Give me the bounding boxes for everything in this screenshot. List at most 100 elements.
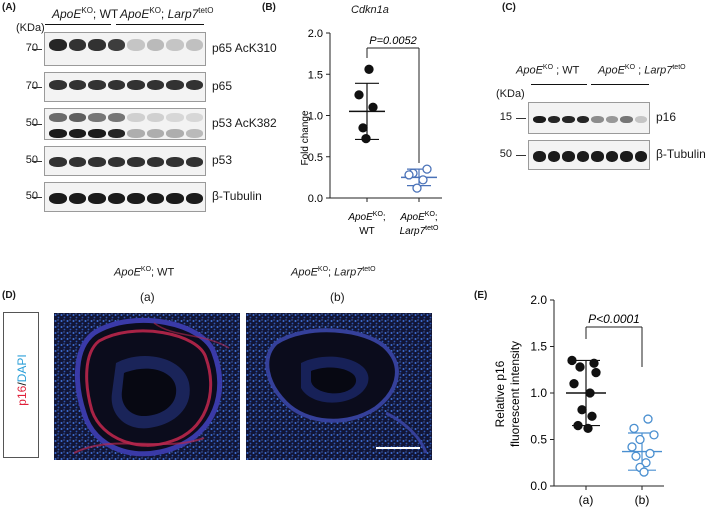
e-point-1-0 xyxy=(643,414,653,424)
c-blot-1 xyxy=(528,140,650,170)
group-larp-label-a: ApoEKO; Larp7tetO xyxy=(120,6,214,21)
b-point-0-1 xyxy=(354,90,364,100)
e-ytick-label-3: 1.5 xyxy=(530,340,547,354)
c-band-1-3 xyxy=(576,150,589,162)
e-point-1-3 xyxy=(635,434,645,445)
a-band-2-2 xyxy=(88,112,106,122)
a-band2-2-2 xyxy=(88,129,106,138)
c-band-1-6 xyxy=(620,150,633,162)
c-band-0-0 xyxy=(533,115,546,123)
c-mw-tick-0 xyxy=(516,118,526,119)
a-mw-tick-4 xyxy=(32,197,42,198)
a-band-3-1 xyxy=(68,157,86,167)
e-point-0-7 xyxy=(587,411,597,421)
e-point-1-2 xyxy=(649,430,659,440)
a-band-3-4 xyxy=(127,157,145,167)
e-ytick-label-0: 0.0 xyxy=(530,479,547,493)
b-ytick-label-4: 2.0 xyxy=(308,28,323,40)
group-larp-line-a xyxy=(116,24,204,25)
a-band2-2-0 xyxy=(49,129,67,138)
a-band-2-0 xyxy=(49,112,67,122)
a-band-2-7 xyxy=(185,112,203,122)
chart-b-ylabel: Fold change xyxy=(300,110,311,165)
b-xlabel-1-line1: ApoEKO; xyxy=(399,211,437,223)
a-mw-tick-3 xyxy=(32,161,42,162)
e-point-1-6 xyxy=(631,451,641,461)
c-band-1-5 xyxy=(605,150,618,162)
group-a-tag-d: (a) xyxy=(140,290,155,304)
a-band-1-6 xyxy=(166,80,184,90)
e-xlabel-0: (a) xyxy=(579,493,594,507)
c-band-0-6 xyxy=(620,115,633,123)
a-mw-2: 50 xyxy=(25,117,38,129)
group-b-label-d: ApoEKO; Larp7tetO xyxy=(291,266,376,279)
a-band-0-3 xyxy=(107,39,125,51)
e-point-0-8 xyxy=(573,420,583,431)
c-band-0-2 xyxy=(562,115,575,123)
a-band-4-3 xyxy=(107,192,125,204)
c-band-1-7 xyxy=(634,150,647,162)
a-band-0-5 xyxy=(146,39,164,51)
a-band-3-3 xyxy=(107,157,125,167)
kda-label-c: (KDa) xyxy=(496,88,525,100)
a-protein-0: p65 AcK310 xyxy=(212,41,277,55)
a-mw-4: 50 xyxy=(25,190,38,202)
e-point-1-5 xyxy=(645,448,655,459)
c-band-0-3 xyxy=(576,115,589,123)
c-band-0-7 xyxy=(634,115,647,123)
a-blot-2 xyxy=(44,108,206,140)
a-mw-tick-1 xyxy=(32,87,42,88)
a-protein-3: p53 xyxy=(212,153,233,167)
e-point-0-3 xyxy=(591,367,601,378)
e-point-1-7 xyxy=(641,458,651,468)
e-point-0-4 xyxy=(569,379,579,389)
group-wt-line-c xyxy=(531,84,587,85)
a-protein-1: p65 xyxy=(212,79,233,93)
c-mw-0: 15 xyxy=(499,111,512,123)
a-band-1-1 xyxy=(68,80,86,90)
b-ytick-label-2: 1.0 xyxy=(308,111,323,123)
c-band-1-1 xyxy=(547,150,560,162)
group-a-label-d: ApoEKO; WT xyxy=(114,266,175,279)
c-protein-1: β-Tubulin xyxy=(656,147,706,161)
a-band-4-5 xyxy=(146,192,164,204)
a-blot-1 xyxy=(44,72,206,102)
b-ytick-label-0: 0.0 xyxy=(308,193,323,205)
a-band-2-4 xyxy=(127,112,145,122)
a-blot-3 xyxy=(44,146,206,176)
panel-c-label: (C) xyxy=(502,2,516,13)
a-blot-0 xyxy=(44,32,206,66)
e-ytick-label-4: 2.0 xyxy=(530,293,547,307)
c-band-0-4 xyxy=(591,115,604,123)
b-ytick-label-3: 1.5 xyxy=(308,69,323,81)
a-band2-2-4 xyxy=(127,129,145,138)
e-point-0-6 xyxy=(577,405,587,415)
a-band-2-5 xyxy=(146,112,164,122)
a-protein-4: β-Tubulin xyxy=(212,189,262,203)
c-band-1-4 xyxy=(591,150,604,162)
group-wt-label-a: ApoEKO; WT xyxy=(52,6,119,21)
a-band-0-1 xyxy=(68,39,86,51)
chart-e-ylabel-1: Relative p16 xyxy=(493,360,507,427)
a-band-4-2 xyxy=(88,192,106,204)
group-larp-line-c xyxy=(591,84,649,85)
a-band-3-0 xyxy=(49,157,67,167)
a-band-4-0 xyxy=(49,192,67,204)
a-band-2-3 xyxy=(107,112,125,122)
b-point-1-4 xyxy=(412,183,422,193)
a-mw-3: 50 xyxy=(25,154,38,166)
micrograph-b-image xyxy=(246,313,432,460)
e-xlabel-1: (b) xyxy=(635,493,650,507)
a-mw-tick-2 xyxy=(32,124,42,125)
micrograph-a-image xyxy=(54,313,240,460)
b-point-1-0 xyxy=(422,164,432,174)
group-wt-label-c: ApoEKO ; WT xyxy=(516,64,580,77)
a-mw-tick-0 xyxy=(32,49,42,50)
panel-d-label: (D) xyxy=(2,290,16,301)
a-band-4-1 xyxy=(68,192,86,204)
c-mw-tick-1 xyxy=(516,155,526,156)
e-point-1-9 xyxy=(639,467,649,477)
a-band-2-6 xyxy=(166,112,184,122)
e-point-0-1 xyxy=(589,358,599,368)
a-band2-2-6 xyxy=(166,129,184,138)
